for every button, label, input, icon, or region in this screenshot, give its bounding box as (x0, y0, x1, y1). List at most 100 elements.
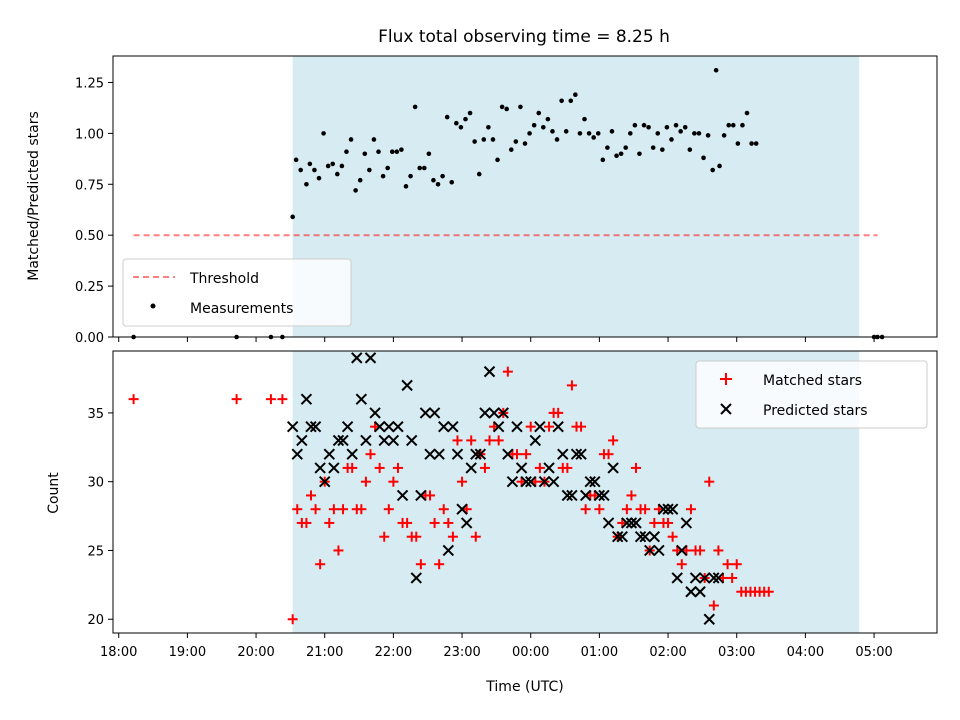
predicted-stars-point (689, 572, 702, 584)
top-legend-box (122, 258, 352, 327)
measurements-point (293, 157, 299, 163)
legend-matched-swatch (720, 373, 732, 385)
predicted-stars-point (351, 352, 363, 364)
legend-measurements-label: Measurements (190, 301, 293, 317)
measurements-point (440, 173, 445, 179)
measurements-point (399, 147, 404, 152)
measurements-point (495, 157, 500, 163)
measurements-point (673, 122, 679, 128)
predicted-stars-point (465, 462, 477, 474)
predicted-stars-point (579, 489, 592, 502)
measurements-point (307, 161, 313, 167)
matched-stars-point (383, 504, 394, 515)
measurements-point (339, 163, 345, 169)
matched-stars-point (649, 517, 660, 528)
measurements-point (623, 145, 629, 150)
matched-stars-point (763, 586, 774, 597)
measurements-point (730, 122, 736, 128)
measurements-point (298, 167, 303, 173)
matched-stars-point (534, 462, 545, 473)
matched-stars-point (438, 504, 449, 515)
predicted-stars-point (314, 462, 326, 474)
predicted-stars-point (648, 531, 661, 543)
legend-threshold-label: Threshold (189, 271, 259, 287)
measurements-point (609, 129, 615, 134)
matched-stars-point (640, 504, 651, 515)
matched-stars-point (727, 572, 738, 583)
predicted-stars-point (621, 517, 633, 529)
predicted-stars-point (433, 448, 445, 460)
predicted-stars-point (309, 420, 322, 433)
top-panel: 0.00 0.25 0.50 0.75 1.00 1.25 Threshold Measu… (75, 55, 938, 346)
predicted-stars-point (552, 420, 564, 433)
measurements-point (646, 124, 651, 130)
matched-stars-point (580, 504, 591, 515)
predicted-stars-point (712, 572, 725, 584)
measurements-point (394, 149, 400, 155)
x-tick-label: 03:00 (718, 645, 755, 660)
measurements-point (531, 122, 537, 128)
predicted-stars-point (373, 420, 386, 433)
measurements-point (426, 151, 432, 157)
legend-measurements-swatch (150, 303, 156, 309)
legend-predicted-label: Predicted stars (763, 403, 868, 419)
matched-stars-point (356, 504, 367, 515)
predicted-stars-point (442, 544, 455, 557)
measurements-point (559, 98, 564, 104)
predicted-stars-point (383, 420, 395, 433)
measurements-point (380, 173, 386, 179)
predicted-stars-point (378, 434, 390, 447)
measurements-point (522, 141, 528, 146)
predicted-stars-point (602, 517, 615, 529)
matched-stars-point (708, 600, 719, 611)
predicted-stars-point (662, 503, 674, 515)
matched-stars-point (265, 394, 276, 405)
predicted-stars-point (644, 544, 656, 557)
measurements-point (554, 137, 560, 142)
measurements-point (348, 137, 354, 142)
measurements-point (472, 139, 477, 144)
predicted-stars-point (666, 503, 679, 515)
measurements-point (412, 104, 418, 110)
predicted-stars-point (341, 420, 354, 433)
predicted-stars-point (671, 572, 683, 584)
x-tick-label: 02:00 (649, 645, 686, 660)
matched-stars-point (484, 435, 495, 446)
measurements-point (568, 98, 574, 104)
predicted-stars-point (474, 448, 487, 460)
measurements-point (582, 116, 587, 122)
measurements-point (421, 165, 427, 171)
matched-stars-point (305, 490, 316, 501)
measurements-point (696, 131, 702, 136)
matched-stars-point (695, 545, 706, 556)
predicted-stars-point (456, 503, 468, 515)
matched-stars-point (457, 476, 468, 487)
predicted-stars-point (497, 407, 509, 419)
top-panel-frame (112, 55, 938, 338)
measurements-point (721, 133, 727, 138)
predicted-stars-point (323, 448, 336, 460)
x-tick-label: 00:00 (512, 645, 549, 660)
y-tick-label: 0.75 (75, 178, 104, 193)
top-y-axis-label: Matched/Predicted stars (26, 111, 42, 281)
predicted-stars-point (639, 531, 651, 543)
matched-stars-point (731, 559, 742, 570)
predicted-stars-point (538, 475, 551, 488)
predicted-stars-point (502, 448, 514, 460)
measurements-point (403, 184, 409, 189)
y-tick-label: 20 (87, 613, 104, 628)
measurements-point (692, 131, 697, 136)
measurements-point (417, 165, 423, 171)
measurements-point (713, 67, 719, 73)
measurements-point (605, 145, 610, 150)
legend-matched-label: Matched stars (763, 373, 862, 389)
predicted-stars-point (364, 352, 377, 364)
matched-stars-point (663, 517, 674, 528)
predicted-stars-point (634, 531, 647, 543)
measurements-point (435, 181, 441, 187)
x-tick-label: 04:00 (787, 645, 824, 660)
measurements-point (499, 104, 505, 110)
predicted-stars-point (305, 420, 317, 433)
predicted-stars-point (708, 572, 720, 584)
x-tick-label: 19:00 (169, 645, 206, 660)
